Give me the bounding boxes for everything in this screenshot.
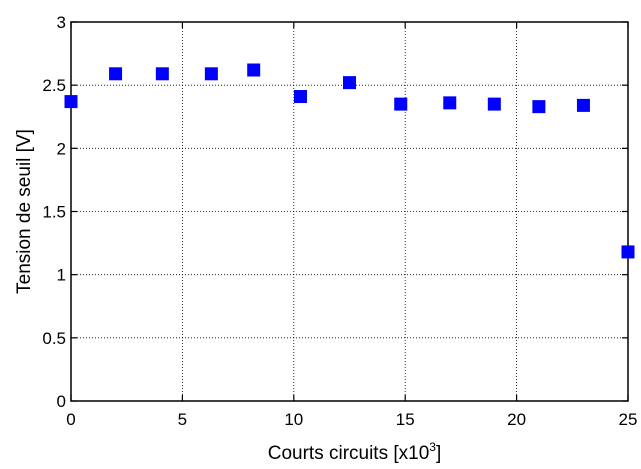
- y-tick-label: 1: [57, 266, 66, 285]
- data-point: [487, 97, 501, 111]
- x-tick-label: 0: [66, 410, 75, 429]
- data-point: [204, 67, 218, 81]
- data-point: [576, 98, 590, 112]
- x-tick-label: 15: [396, 410, 415, 429]
- data-point: [532, 100, 546, 114]
- y-tick-label: 2: [57, 139, 66, 158]
- data-point: [343, 76, 356, 90]
- y-tick-label: 0: [57, 392, 66, 411]
- y-tick-labels: 0 0.5 1 1.5 2 2.5 3: [42, 13, 66, 411]
- x-axis-label: Courts circuits [x103]: [268, 440, 442, 464]
- y-tick-label: 0.5: [42, 329, 66, 348]
- x-tick-labels: 0 5 10 15 20 25: [66, 410, 637, 429]
- data-points: [64, 63, 635, 259]
- y-tick-label: 3: [57, 13, 66, 32]
- data-point: [109, 67, 123, 81]
- data-point: [394, 97, 408, 111]
- axis-ticks: [70, 21, 629, 402]
- x-tick-label: 20: [507, 410, 526, 429]
- data-point: [293, 90, 307, 104]
- x-tick-label: 5: [178, 410, 187, 429]
- data-point: [155, 67, 169, 81]
- data-point: [621, 245, 635, 259]
- data-point: [443, 96, 457, 110]
- x-tick-label: 10: [284, 410, 303, 429]
- x-tick-label: 25: [619, 410, 638, 429]
- data-point: [247, 63, 261, 77]
- y-tick-label: 2.5: [42, 76, 66, 95]
- data-point: [64, 95, 78, 109]
- grid-lines: [71, 22, 628, 401]
- y-tick-label: 1.5: [42, 203, 66, 222]
- y-axis-label: Tension de seuil [V]: [14, 129, 35, 294]
